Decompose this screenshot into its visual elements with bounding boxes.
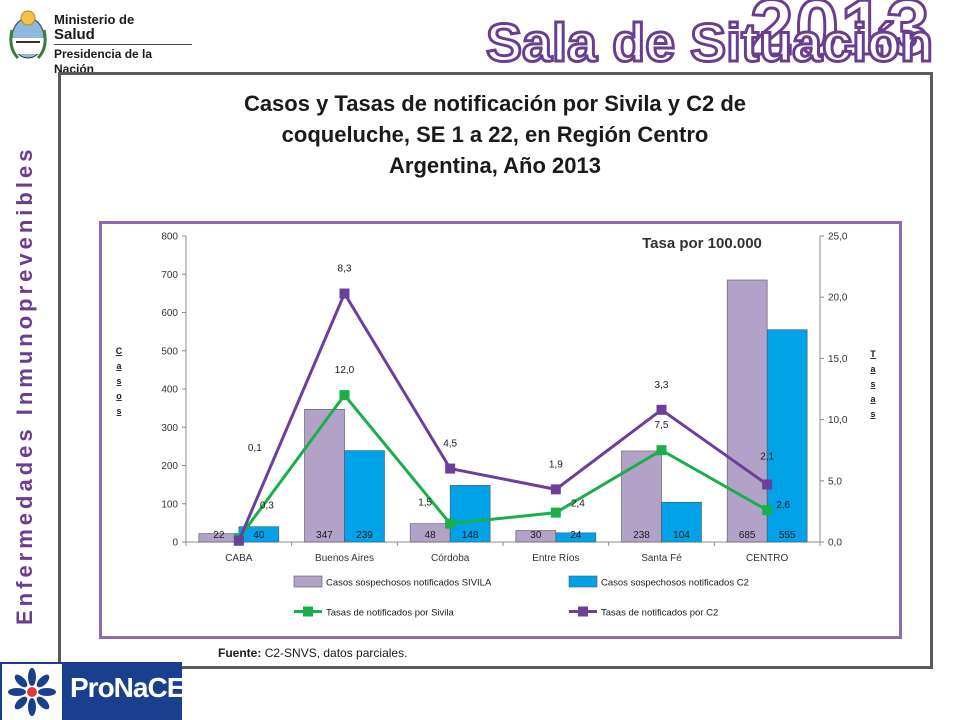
line-marker-c2 — [445, 463, 456, 474]
y-tick-label-right: 15,0 — [828, 354, 848, 365]
line-marker-c2 — [233, 535, 244, 546]
line-value-label: 0,1 — [248, 443, 262, 454]
bar-value-label: 555 — [779, 530, 796, 541]
y-tick-label-right: 5,0 — [828, 476, 842, 487]
legend-swatch — [293, 575, 323, 588]
bar-c2 — [661, 501, 702, 543]
line-value-label: 0,3 — [260, 500, 274, 511]
y-tick-label-left: 200 — [161, 461, 178, 472]
legend-label: Casos sospechosos notificados C2 — [601, 578, 749, 589]
line-value-label: 12,0 — [335, 365, 355, 376]
bar-sivila — [726, 279, 768, 543]
line-sivila — [237, 392, 768, 540]
line-value-label: 2,4 — [571, 499, 585, 510]
bar-value-label: 685 — [739, 530, 756, 541]
x-tick-label: Santa Fé — [641, 553, 682, 564]
line-value-label: 1,9 — [549, 459, 563, 470]
y-tick-label-right: 0,0 — [828, 538, 842, 549]
legend-swatch — [568, 575, 598, 588]
rate-annotation: Tasa por 100.000 — [642, 235, 762, 252]
bar-value-label: 104 — [673, 530, 690, 541]
header-year: 2013 — [749, 0, 932, 73]
legend-marker — [578, 606, 588, 617]
bar-c2 — [555, 532, 597, 543]
line-value-label: 1,5 — [418, 498, 432, 509]
bar-c2 — [766, 329, 808, 543]
bar-value-label: 239 — [356, 530, 373, 541]
chart-title-line-2: coqueluche, SE 1 a 22, en Región Centro — [281, 122, 709, 147]
y-tick-label-left: 400 — [161, 385, 178, 396]
bar-value-label: 347 — [316, 530, 333, 541]
y-tick-label-right: 25,0 — [828, 232, 848, 243]
bar-sivila — [621, 450, 662, 543]
y-tick-label-left: 800 — [161, 232, 178, 243]
y-tick-label-left: 0 — [172, 538, 178, 549]
line-value-label: 7,5 — [655, 420, 669, 431]
y-tick-label-left: 300 — [161, 423, 178, 434]
line-value-label: 3,3 — [655, 380, 669, 391]
line-marker-sivila — [550, 507, 561, 518]
chart-title-line-1: Casos y Tasas de notificación por Sivila… — [243, 91, 747, 116]
bar-value-label: 148 — [462, 530, 479, 541]
line-marker-c2 — [656, 404, 667, 415]
ministry-logo: Ministerio de Salud Presidencia de la Na… — [6, 6, 192, 76]
bar-sivila — [304, 408, 345, 543]
bar-value-label: 24 — [570, 530, 582, 541]
x-tick-label: Buenos Aires — [315, 553, 374, 564]
pronacei-text: ProNaCEI — [70, 672, 192, 703]
y-tick-label-left: 500 — [161, 346, 178, 357]
source-label: Fuente: — [218, 646, 262, 660]
line-marker-sivila — [445, 518, 456, 529]
bar-value-label: 22 — [213, 530, 225, 541]
bar-value-label: 238 — [633, 530, 650, 541]
line-marker-c2 — [550, 484, 561, 495]
source-note: Fuente: C2-SNVS, datos parciales. — [218, 646, 407, 660]
coat-of-arms-icon — [9, 10, 47, 60]
line-value-label: 8,3 — [338, 264, 352, 275]
bar-value-label: 30 — [530, 530, 542, 541]
combo-chart: 0 100 200 300 400 500 600 700 800 0,0 5,0 10,0 15,0 2… — [116, 232, 877, 619]
bar-c2 — [449, 485, 491, 543]
line-value-label: 2,1 — [760, 451, 774, 462]
line-marker-sivila — [656, 445, 667, 456]
source-text: C2-SNVS, datos parciales. — [264, 646, 408, 660]
header-title: Sala de Situación — [484, 12, 934, 75]
ministry-line1: Ministerio de — [54, 12, 135, 27]
x-tick-label: Entre Ríos — [532, 553, 579, 564]
chart-title: Casos y Tasas de notificación por Sivila… — [60, 88, 930, 181]
y-tick-label-right: 20,0 — [828, 293, 848, 304]
legend-label: Casos sospechosos notificados SIVILA — [326, 578, 492, 589]
y-tick-label-left: 700 — [161, 270, 178, 281]
chart-box: 0 100 200 300 400 500 600 700 800 0,0 5,0 10,0 15,0 2… — [99, 221, 902, 639]
pronacei-logo: ProNaCEI — [0, 662, 192, 720]
ministry-line2: Salud — [54, 26, 95, 43]
line-marker-sivila — [762, 505, 773, 516]
legend-label: Tasas de notificados por C2 — [601, 608, 718, 619]
y-tick-label-left: 100 — [161, 499, 178, 510]
legend-label: Tasas de notificados por Sivila — [326, 608, 455, 619]
line-value-label: 2,6 — [776, 500, 790, 511]
line-c2 — [237, 290, 769, 542]
line-marker-sivila — [339, 390, 350, 401]
bar-value-label: 40 — [253, 530, 265, 541]
line-marker-c2 — [762, 479, 773, 490]
side-text: Enfermedades Inmunoprevenibles — [12, 145, 37, 625]
x-tick-label: Córdoba — [431, 553, 470, 564]
bar-c2 — [344, 450, 385, 543]
legend-marker — [303, 606, 313, 617]
bar-value-label: 48 — [425, 530, 437, 541]
x-tick-label: CENTRO — [746, 553, 788, 564]
line-marker-c2 — [339, 288, 350, 299]
chart-title-line-3: Argentina, Año 2013 — [389, 153, 601, 178]
x-tick-label: CABA — [225, 553, 253, 564]
y-tick-label-right: 10,0 — [828, 415, 848, 426]
flower-icon — [2, 664, 62, 720]
y-tick-label-left: 600 — [161, 308, 178, 319]
line-value-label: 4,5 — [443, 439, 457, 450]
